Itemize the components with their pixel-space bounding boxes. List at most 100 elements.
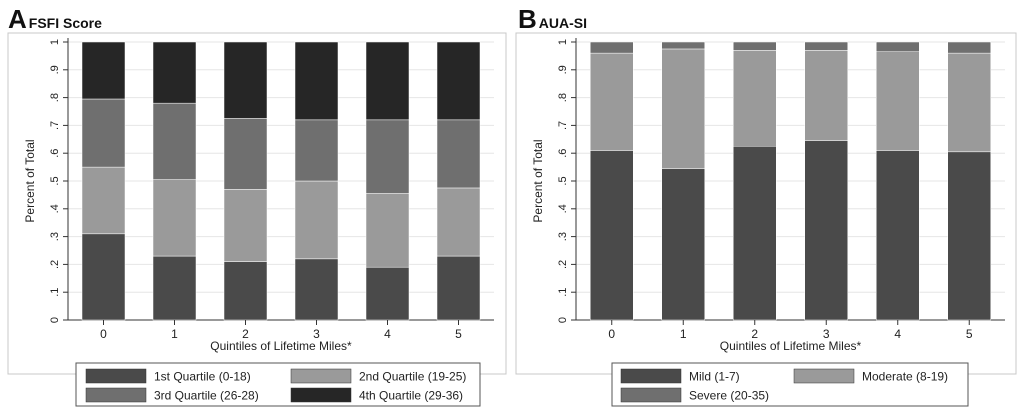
x-tick-label: 3: [313, 327, 320, 341]
bar-segment-2-cat-4: [365, 193, 410, 268]
legend-label-3: Severe (20-35): [689, 389, 769, 403]
bar-segment-3-cat-5: [947, 41, 991, 54]
y-tick-label: .5: [557, 176, 569, 185]
panel-a-title: FSFI Score: [28, 15, 102, 31]
bar-segment-1-cat-3: [804, 140, 848, 321]
legend-label-4: 4th Quartile (29-36): [359, 389, 463, 403]
bar-segment-1-cat-3: [294, 258, 339, 321]
y-tick-label: 0: [49, 317, 61, 323]
panel-a-label: A FSFI Score: [8, 4, 102, 35]
legend-swatch-2: [793, 368, 855, 384]
y-tick-label: .4: [557, 204, 569, 213]
bar-segment-3-cat-1: [661, 41, 705, 50]
bar-segment-1-cat-1: [661, 168, 705, 321]
y-tick-label: .3: [557, 232, 569, 241]
bar-segment-2-cat-2: [223, 189, 268, 262]
bar-segment-3-cat-4: [365, 119, 410, 194]
y-tick-label: 0: [557, 317, 569, 323]
y-tick-label: .2: [49, 260, 61, 269]
bar-segment-1-cat-0: [81, 233, 126, 321]
bar-segment-2-cat-0: [81, 166, 126, 235]
legend-swatch-1: [620, 368, 682, 384]
legend-swatch-1: [85, 368, 147, 384]
legend-label-3: 3rd Quartile (26-28): [154, 389, 259, 403]
y-tick-label: .9: [49, 65, 61, 74]
bar-segment-1-cat-0: [590, 150, 634, 321]
bar-segment-4-cat-0: [81, 41, 126, 100]
x-tick-label: 1: [171, 327, 178, 341]
x-tick-label: 1: [680, 327, 687, 341]
bar-segment-2-cat-3: [294, 180, 339, 260]
legend-label-2: 2nd Quartile (19-25): [359, 370, 466, 384]
y-tick-label: .8: [49, 93, 61, 102]
bar-segment-3-cat-1: [152, 102, 197, 180]
bar-segment-2-cat-0: [590, 52, 634, 151]
y-tick-label: .6: [49, 149, 61, 158]
bar-segment-2-cat-1: [661, 48, 705, 169]
legend-label-2: Moderate (8-19): [862, 370, 948, 384]
bar-segment-2-cat-4: [876, 51, 920, 151]
legend: 1st Quartile (0-18) 2nd Quartile (19-25) 3…: [75, 362, 481, 407]
bar-segment-2-cat-2: [733, 50, 777, 147]
x-tick-label: 4: [384, 327, 391, 341]
legend-swatch-3: [85, 387, 147, 403]
bar-segment-1-cat-5: [947, 151, 991, 321]
legend-swatch-3: [620, 387, 682, 403]
bar-segment-3-cat-3: [294, 119, 339, 182]
y-tick-label: .6: [557, 149, 569, 158]
bar-segment-2-cat-3: [804, 50, 848, 141]
panel-b-title: AUA-SI: [538, 15, 588, 31]
y-tick-label: .2: [557, 260, 569, 269]
y-tick-label: .4: [49, 204, 61, 213]
chart-panel-a: 0 .1 .2 .3 .4 .5 .6 .7 .8 .9 1 0 1 2 3 4 5 Quintiles of L…: [7, 32, 507, 407]
legend-label-1: Mild (1-7): [689, 370, 740, 384]
legend-swatch-4: [290, 387, 352, 403]
bar-segment-3-cat-5: [436, 119, 481, 189]
y-axis-title: Percent of Total: [531, 139, 545, 222]
bar-segment-3-cat-4: [876, 41, 920, 52]
x-tick-label: 5: [455, 327, 462, 341]
bar-segment-1-cat-5: [436, 255, 481, 321]
y-axis-title: Percent of Total: [23, 139, 37, 222]
x-axis-title: Quintiles of Lifetime Miles*: [720, 339, 862, 353]
y-tick-label: .5: [49, 176, 61, 185]
x-tick-label: 4: [894, 327, 901, 341]
bar-segment-4-cat-1: [152, 41, 197, 104]
bar-segment-4-cat-4: [365, 41, 410, 121]
x-axis-title: Quintiles of Lifetime Miles*: [210, 339, 352, 353]
bar-segment-4-cat-3: [294, 41, 339, 121]
y-tick-label: .7: [49, 121, 61, 130]
y-tick-label: .8: [557, 93, 569, 102]
bar-segment-4-cat-2: [223, 41, 268, 119]
bar-segment-1-cat-2: [223, 261, 268, 321]
panel-a-letter: A: [8, 4, 27, 34]
panel-b-label: B AUA-SI: [518, 4, 587, 35]
panel-b-letter: B: [518, 4, 537, 34]
x-tick-label: 3: [823, 327, 830, 341]
x-tick-label: 2: [751, 327, 758, 341]
bar-segment-2-cat-1: [152, 179, 197, 257]
y-tick-label: .1: [49, 288, 61, 297]
y-tick-label: .7: [557, 121, 569, 130]
bar-segment-1-cat-2: [733, 146, 777, 321]
bar-segment-4-cat-5: [436, 41, 481, 121]
bar-segment-2-cat-5: [436, 187, 481, 257]
bar-segment-3-cat-0: [590, 41, 634, 54]
legend: Mild (1-7) Moderate (8-19) Severe (20-35): [611, 362, 969, 407]
x-tick-label: 2: [242, 327, 249, 341]
chart-panel-b: 0 .1 .2 .3 .4 .5 .6 .7 .8 .9 1 0 1 2 3 4 5 Quintiles of L…: [515, 32, 1017, 407]
x-tick-label: 5: [966, 327, 973, 341]
y-tick-label: .3: [49, 232, 61, 241]
y-tick-label: 1: [49, 39, 61, 45]
bar-segment-3-cat-3: [804, 41, 848, 51]
bar-segment-3-cat-2: [733, 41, 777, 51]
y-tick-label: 1: [557, 39, 569, 45]
legend-label-1: 1st Quartile (0-18): [154, 370, 251, 384]
y-tick-label: .9: [557, 65, 569, 74]
bar-segment-1-cat-4: [876, 150, 920, 321]
bar-segment-2-cat-5: [947, 52, 991, 153]
bar-segment-3-cat-0: [81, 98, 126, 168]
y-tick-label: .1: [557, 288, 569, 297]
x-tick-label: 0: [100, 327, 107, 341]
